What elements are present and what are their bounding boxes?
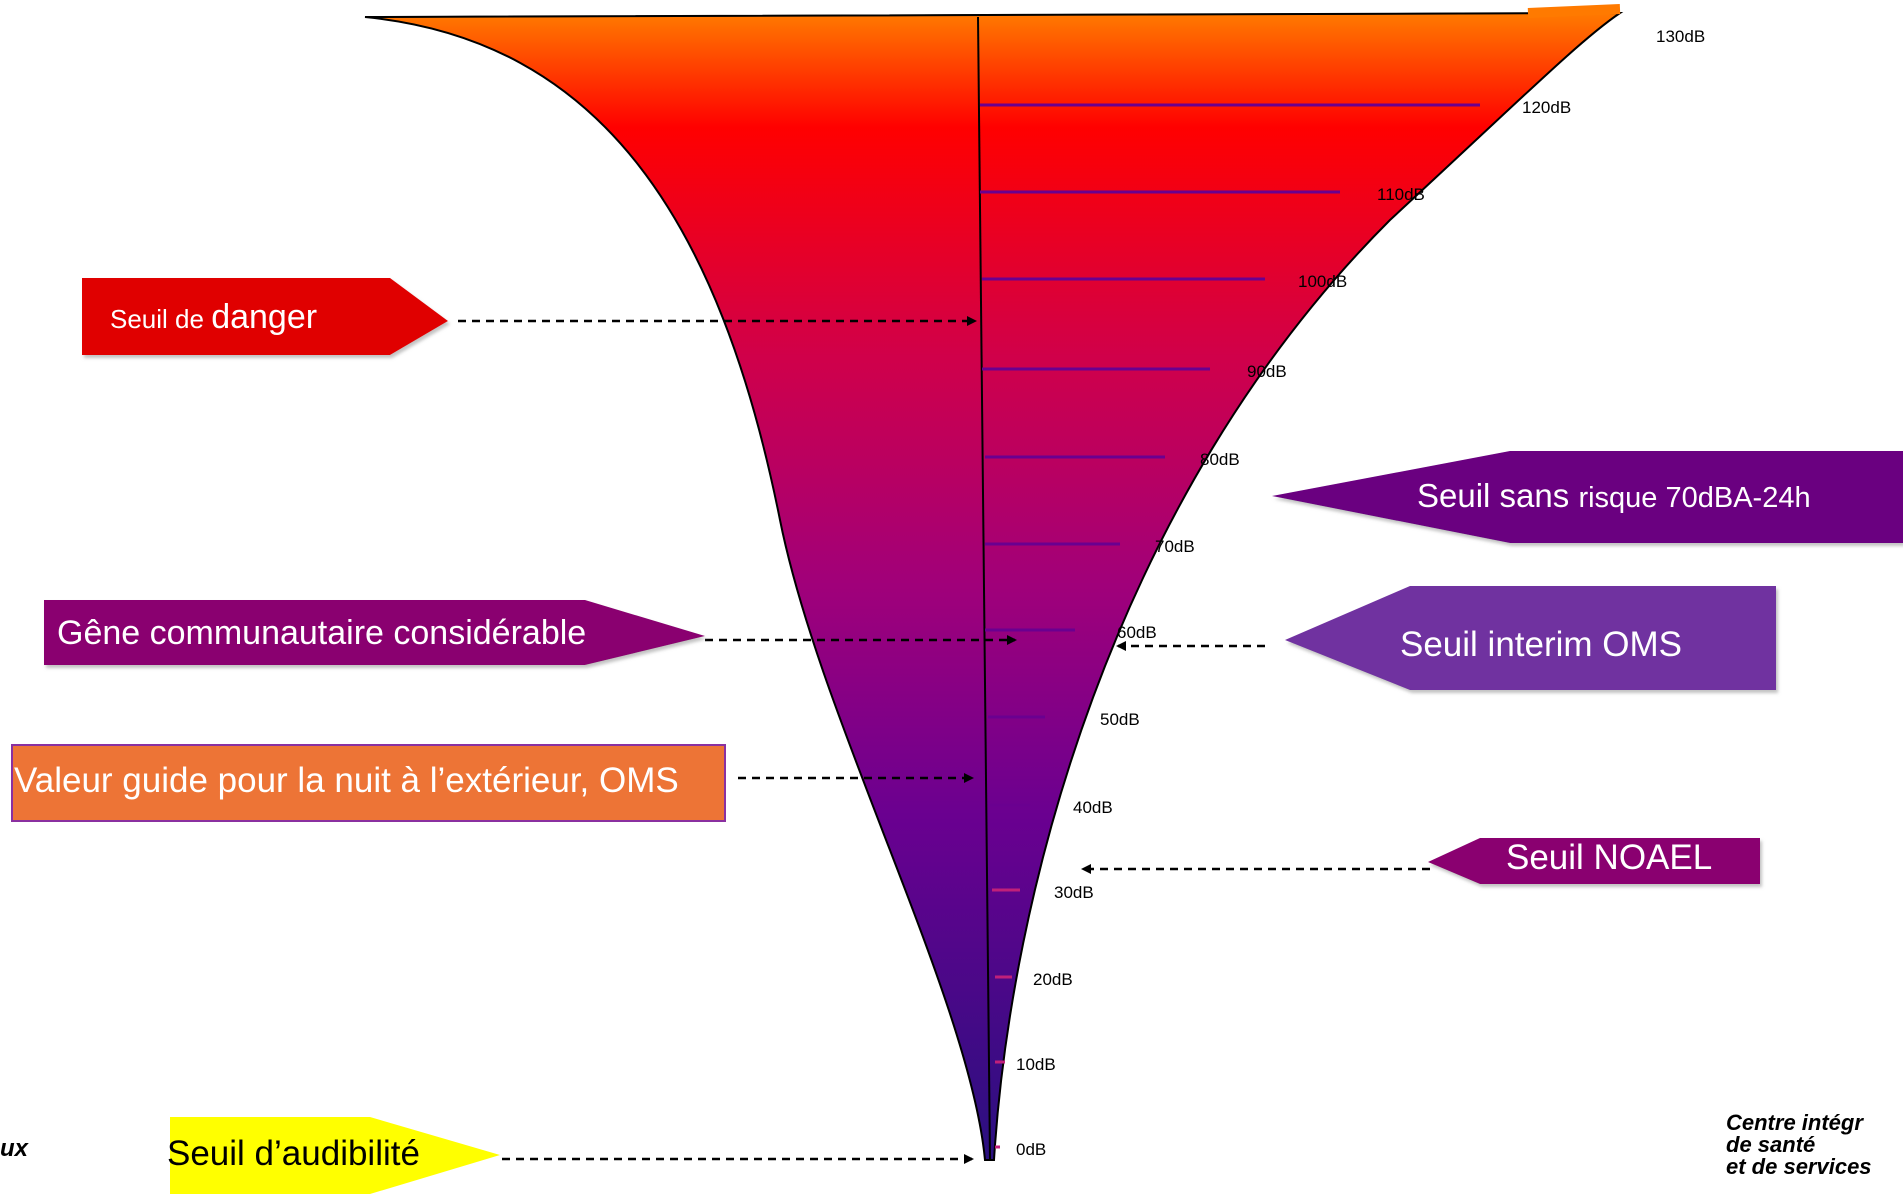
tick-label-30dB: 30dB: [1054, 883, 1094, 902]
tick-label-130dB: 130dB: [1656, 27, 1705, 46]
funnel-top-edge: [364, 12, 1621, 18]
tick-labels: 0dB 10dB 20dB 30dB 40dB 50dB 60dB 70dB 80dB 90dB 1…: [1016, 27, 1705, 1159]
corner-fragment-left: ux: [0, 1135, 29, 1162]
tick-label-110dB: 110dB: [1377, 185, 1425, 204]
callout-gene-label: Gêne communautaire considérable: [57, 614, 587, 652]
callout-noael-label: Seuil NOAEL: [1506, 838, 1713, 877]
callout-gene-shape: [44, 600, 705, 665]
callout-valeur-guide-label: Valeur guide pour la nuit à l’extérieur,…: [14, 761, 679, 800]
tick-label-90dB: 90dB: [1247, 362, 1287, 381]
tick-label-60dB: 60dB: [1117, 623, 1157, 642]
tick-lines: [980, 103, 1480, 1149]
tick-label-0dB: 0dB: [1016, 1140, 1046, 1159]
corner-fragment-right: Centre intégr de santé et de services: [1726, 1112, 1872, 1178]
tick-label-20dB: 20dB: [1033, 970, 1073, 989]
tick-label-100dB: 100dB: [1298, 272, 1347, 291]
callout-noael-shape: [1428, 838, 1760, 884]
callout-audibilite-shape: [170, 1117, 500, 1194]
funnel-body: [364, 11, 1624, 1161]
callout-sans-risque-prefix: Seuil sans: [1417, 477, 1579, 514]
tick-label-50dB: 50dB: [1100, 710, 1140, 729]
callout-interim-shape: [1285, 586, 1776, 690]
callout-danger-prefix: Seuil de: [110, 304, 212, 334]
funnel-top-right-tail: [1527, 4, 1621, 18]
corner-fragment-right-line2: de santé: [1726, 1132, 1816, 1157]
tick-label-70dB: 70dB: [1155, 537, 1195, 556]
tick-label-10dB: 10dB: [1016, 1055, 1056, 1074]
callout-danger-shape: [82, 278, 448, 355]
corner-fragment-right-line3: et de services: [1726, 1154, 1872, 1179]
callout-sans-risque-shape: [1272, 451, 1903, 543]
callout-sans-risque-label: Seuil sans risque 70dBA-24h: [1417, 477, 1811, 515]
callout-audibilite-label: Seuil d’audibilité: [167, 1134, 420, 1173]
tick-label-120dB: 120dB: [1522, 98, 1571, 117]
tick-label-80dB: 80dB: [1200, 450, 1240, 469]
callout-danger-label: Seuil de danger: [110, 298, 317, 337]
vertical-axis: [977, 16, 991, 1161]
callout-danger-word: danger: [211, 298, 318, 336]
callout-interim-label: Seuil interim OMS: [1400, 625, 1683, 664]
callout-valeur-guide-shape: [11, 744, 726, 822]
tick-label-40dB: 40dB: [1073, 798, 1113, 817]
callout-sans-risque-suffix: risque 70dBA-24h: [1578, 482, 1811, 514]
corner-fragment-right-line1: Centre intégr: [1726, 1110, 1863, 1135]
